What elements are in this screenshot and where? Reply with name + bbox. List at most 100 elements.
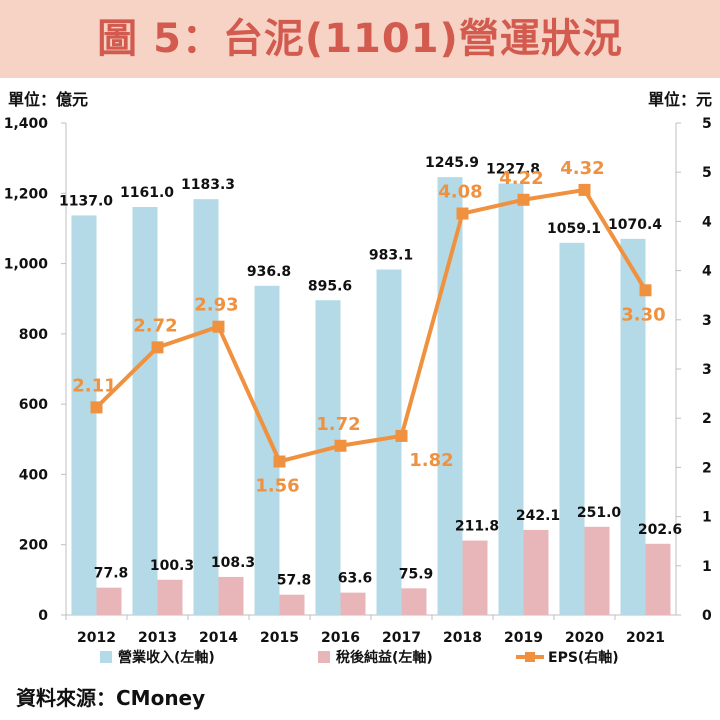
eps-data-label: 3.30 — [621, 304, 665, 325]
revenue-bar — [376, 269, 402, 615]
eps-data-label: 1.56 — [255, 475, 299, 496]
net-income-bar — [584, 526, 610, 615]
x-tick-label: 2016 — [321, 630, 360, 646]
eps-marker — [456, 207, 469, 220]
x-tick-label: 2014 — [199, 630, 238, 646]
revenue-data-label: 1070.4 — [608, 217, 662, 233]
x-tick-label: 2021 — [626, 630, 665, 646]
net-income-data-label: 211.8 — [455, 519, 499, 535]
eps-data-label: 4.08 — [438, 182, 482, 203]
title-band — [0, 0, 720, 78]
eps-data-label: 1.82 — [409, 450, 453, 471]
eps-data-label: 4.22 — [499, 168, 543, 189]
x-tick-label: 2012 — [77, 630, 116, 646]
revenue-bar — [437, 177, 463, 615]
revenue-data-label: 983.1 — [369, 248, 413, 264]
x-tick-label: 2019 — [504, 630, 543, 646]
net-income-bar — [645, 543, 671, 615]
eps-marker — [151, 341, 164, 354]
revenue-data-label: 936.8 — [247, 264, 291, 280]
left-tick-label: 600 — [19, 397, 48, 413]
revenue-bar — [498, 183, 524, 616]
net-income-data-label: 251.0 — [577, 505, 622, 521]
right-tick-label: 5 — [702, 116, 712, 132]
x-tick-label: 2013 — [138, 630, 177, 646]
revenue-data-label: 1245.9 — [425, 155, 479, 171]
left-axis-unit: 單位：億元 — [8, 90, 89, 109]
legend-net-income-swatch — [318, 651, 330, 663]
net-income-bar — [218, 576, 244, 615]
revenue-bar — [193, 199, 219, 615]
net-income-data-label: 202.6 — [638, 522, 682, 538]
right-tick-label: 4 — [702, 264, 712, 280]
left-tick-label: 400 — [19, 467, 48, 483]
eps-data-label: 2.11 — [72, 375, 116, 396]
legend-revenue-label: 營業收入(左軸) — [118, 649, 215, 666]
left-tick-label: 1,000 — [4, 257, 49, 273]
eps-marker — [578, 183, 591, 196]
data-source: 資料來源：CMoney — [16, 686, 206, 710]
eps-marker — [90, 401, 103, 414]
eps-data-label: 4.32 — [560, 158, 604, 179]
revenue-bar — [71, 215, 97, 615]
eps-data-label: 1.72 — [316, 414, 360, 435]
right-tick-label: 3 — [702, 313, 712, 329]
net-income-bar — [462, 540, 488, 615]
eps-marker — [395, 429, 408, 442]
eps-marker — [212, 320, 225, 333]
revenue-bar — [315, 300, 341, 615]
net-income-bar — [401, 588, 427, 615]
legend-eps-marker — [525, 652, 535, 662]
legend-revenue-swatch — [100, 651, 112, 663]
net-income-bar — [523, 529, 549, 615]
eps-line — [95, 187, 648, 464]
chart-title: 圖 5：台泥(1101)營運狀況 — [97, 16, 623, 62]
net-income-bar — [279, 594, 305, 615]
right-tick-label: 2 — [702, 411, 712, 427]
left-tick-label: 1,200 — [4, 186, 49, 202]
net-income-data-label: 57.8 — [277, 573, 312, 589]
left-tick-label: 800 — [19, 327, 48, 343]
legend-net-income-label: 稅後純益(左軸) — [336, 649, 433, 666]
right-axis-unit: 單位：元 — [647, 90, 712, 109]
right-tick-label: 1 — [702, 510, 712, 526]
revenue-data-label: 1183.3 — [181, 177, 235, 193]
net-income-bar — [340, 592, 366, 615]
x-tick-label: 2018 — [443, 630, 482, 646]
legend-eps-label: EPS(右軸) — [548, 649, 619, 666]
net-income-data-label: 75.9 — [399, 566, 434, 582]
net-income-data-label: 108.3 — [211, 555, 255, 571]
revenue-data-label: 1059.1 — [547, 221, 601, 237]
revenue-data-label: 1137.0 — [59, 193, 113, 209]
eps-marker — [639, 284, 652, 297]
eps-marker — [334, 439, 347, 452]
net-income-data-label: 100.3 — [150, 558, 194, 574]
eps-data-label: 2.93 — [194, 295, 238, 316]
x-tick-label: 2017 — [382, 630, 421, 646]
x-tick-label: 2020 — [565, 630, 604, 646]
net-income-data-label: 77.8 — [94, 566, 129, 582]
revenue-data-label: 895.6 — [308, 278, 352, 294]
net-income-data-label: 63.6 — [338, 571, 373, 587]
left-tick-label: 200 — [19, 538, 48, 554]
eps-data-label: 2.72 — [133, 315, 177, 336]
revenue-data-label: 1161.0 — [120, 185, 174, 201]
net-income-bar — [96, 587, 122, 615]
revenue-bar — [620, 238, 646, 615]
right-tick-label: 2 — [702, 460, 712, 476]
net-income-bar — [157, 579, 183, 615]
left-tick-label: 0 — [38, 608, 48, 624]
revenue-data-label: 1227.8 — [486, 162, 540, 178]
left-tick-label: 1,400 — [4, 116, 49, 132]
right-tick-label: 5 — [702, 165, 712, 181]
right-tick-label: 0 — [702, 608, 712, 624]
right-tick-label: 4 — [702, 214, 712, 230]
eps-marker — [273, 455, 286, 468]
eps-marker — [517, 193, 530, 206]
revenue-bar — [559, 242, 585, 615]
revenue-bar — [132, 206, 158, 615]
net-income-data-label: 242.1 — [516, 508, 560, 524]
right-tick-label: 3 — [702, 362, 712, 378]
right-tick-label: 1 — [702, 559, 712, 575]
